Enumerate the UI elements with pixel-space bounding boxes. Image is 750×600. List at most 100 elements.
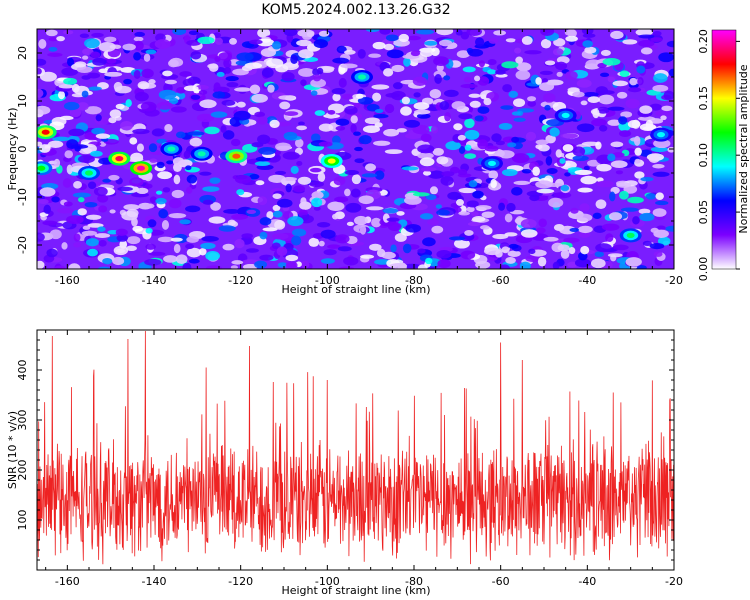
heatmap-cell [492, 233, 509, 240]
heatmap-cell [261, 67, 274, 78]
heatmap-cell [417, 248, 426, 254]
heatmap-cell [316, 67, 324, 75]
heatmap-cell [425, 257, 433, 265]
heatmap-cell [456, 50, 470, 59]
heatmap-cell [405, 132, 423, 140]
heatmap-cell [445, 141, 461, 151]
heatmap-cell [254, 111, 266, 118]
heatmap-cell [638, 208, 651, 215]
heatmap-cell [622, 39, 638, 45]
heatmap-cell [440, 175, 454, 186]
heatmap-cell [126, 156, 144, 163]
heatmap-cell [318, 141, 333, 147]
heatmap-cell [607, 153, 616, 162]
heatmap-cell [183, 150, 191, 159]
heatmap-cell [129, 177, 144, 187]
heatmap-cell [474, 115, 484, 122]
heatmap-cell [236, 189, 245, 196]
heatmap-cell [172, 157, 185, 166]
heatmap-cell [371, 217, 382, 228]
heatmap-cell [384, 149, 403, 155]
heatmap-cell [524, 50, 542, 55]
heatmap-cell [532, 166, 540, 176]
heatmap-cell [255, 180, 265, 186]
heatmap-cell [495, 249, 503, 258]
heatmap-cell [350, 188, 361, 198]
heatmap-cell [501, 61, 519, 69]
heatmap-cell [615, 170, 624, 175]
heatmap-cell [37, 68, 42, 75]
heatmap-cell [214, 37, 223, 45]
heatmap-cell [657, 236, 671, 246]
heatmap-cell [254, 260, 268, 269]
heatmap-cell [168, 213, 187, 219]
heatmap-cell [601, 223, 620, 231]
heatmap-cell [538, 82, 555, 92]
heatmap-cell [580, 175, 598, 185]
heatmap-cell [417, 152, 434, 159]
heatmap-cell [287, 216, 304, 227]
heatmap-cell [87, 72, 101, 79]
heatmap-cell [224, 67, 232, 74]
heatmap-cell [390, 244, 397, 253]
heatmap-cell [126, 208, 139, 218]
heatmap-cell [448, 236, 466, 241]
heatmap-cell [335, 118, 350, 126]
heatmap-cell [98, 239, 107, 247]
heatmap-cell [639, 212, 655, 222]
heatmap-cell [595, 141, 602, 150]
spectrogram-y-tick-label: -10 [16, 188, 29, 206]
heatmap-hotspot [37, 165, 46, 171]
heatmap-cell [427, 219, 439, 226]
heatmap-cell [155, 197, 167, 205]
heatmap-cell [141, 68, 154, 79]
heatmap-cell [201, 235, 219, 242]
heatmap-cell [429, 186, 439, 195]
heatmap-cell [46, 248, 58, 258]
heatmap-cell [276, 198, 293, 208]
heatmap-cell [221, 99, 236, 106]
heatmap-cell [658, 52, 674, 63]
spectrogram-y-ticks: -20 -10 0 10 20 [16, 28, 674, 270]
heatmap-cell [413, 109, 431, 115]
heatmap-cell [501, 168, 518, 177]
heatmap-cell [511, 111, 522, 116]
heatmap-cell [607, 76, 616, 83]
heatmap-cell [81, 230, 98, 236]
heatmap-hotspot [327, 158, 336, 164]
heatmap-cell [612, 80, 629, 87]
heatmap-hotspot [41, 129, 50, 135]
heatmap-cell [266, 211, 274, 220]
heatmap-cell [471, 211, 479, 217]
heatmap-area [37, 29, 674, 269]
heatmap-cell [464, 118, 475, 129]
heatmap-cell [507, 142, 517, 148]
heatmap-cell [619, 190, 629, 200]
heatmap-cell [544, 104, 551, 111]
heatmap-cell [430, 125, 439, 134]
heatmap-cell [39, 71, 57, 82]
heatmap-cell [499, 264, 511, 269]
heatmap-cell [210, 111, 228, 118]
heatmap-cell [353, 131, 361, 136]
spectrogram-x-tick-label: -160 [55, 274, 80, 287]
heatmap-cell [206, 265, 222, 269]
heatmap-cell [406, 35, 421, 41]
heatmap-cell [572, 91, 585, 98]
heatmap-cell [85, 238, 100, 247]
heatmap-cell [652, 208, 667, 217]
heatmap-cell [186, 174, 198, 184]
heatmap-cell [355, 93, 364, 99]
heatmap-cell [148, 251, 166, 256]
heatmap-cell [360, 254, 375, 259]
heatmap-cell [350, 115, 358, 124]
heatmap-cell [392, 82, 403, 90]
heatmap-cell [157, 171, 173, 180]
heatmap-cell [296, 125, 307, 131]
heatmap-cell [535, 139, 550, 145]
heatmap-cell [298, 67, 315, 77]
heatmap-cell [340, 63, 358, 69]
heatmap-cell [59, 115, 74, 121]
heatmap-cell [359, 134, 372, 145]
heatmap-cell [251, 93, 268, 103]
